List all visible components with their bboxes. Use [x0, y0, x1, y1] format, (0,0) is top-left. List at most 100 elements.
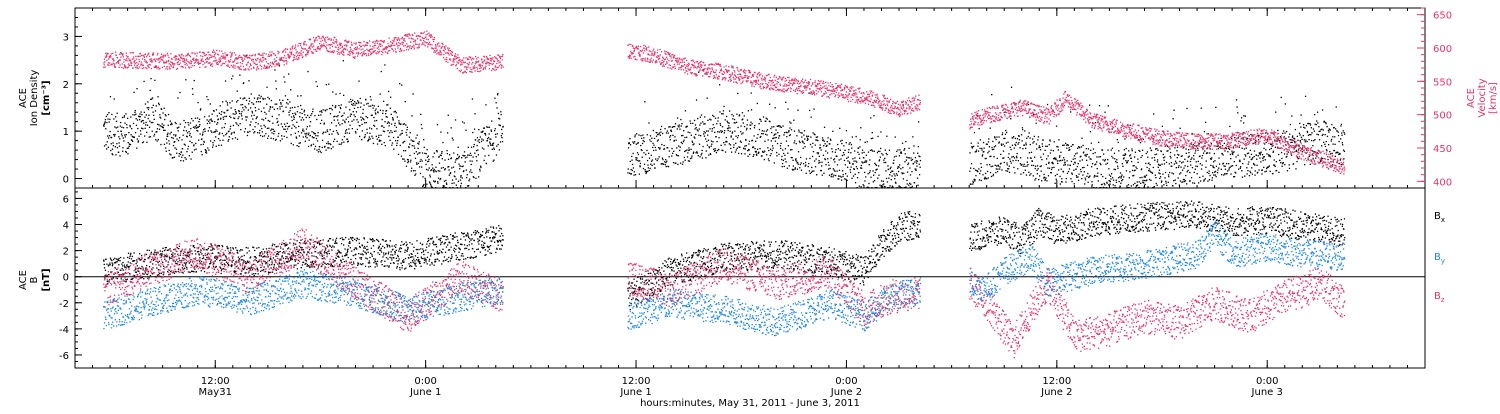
density-point — [424, 179, 427, 181]
density-point — [419, 172, 422, 175]
density-point — [122, 147, 124, 149]
density-point — [442, 166, 444, 169]
density-point — [1233, 161, 1235, 163]
density-point — [899, 152, 902, 154]
velocity-point — [226, 54, 228, 57]
density-point — [737, 92, 739, 95]
velocity-point — [302, 51, 304, 53]
density-point — [487, 126, 489, 128]
density-point — [1186, 171, 1188, 173]
density-point — [893, 159, 895, 161]
density-point — [1164, 171, 1167, 174]
velocity-point — [326, 36, 329, 38]
velocity-point — [359, 42, 361, 44]
density-point — [807, 165, 809, 168]
velocity-point — [161, 55, 163, 57]
velocity-point — [158, 57, 160, 60]
velocity-point — [129, 64, 131, 66]
density-point — [1256, 158, 1258, 160]
density-point — [150, 98, 152, 100]
density-point — [684, 150, 686, 153]
density-point — [324, 110, 327, 112]
density-point — [111, 148, 114, 150]
density-point — [1274, 165, 1276, 168]
velocity-point — [390, 45, 393, 47]
density-point — [771, 126, 773, 128]
velocity-point — [268, 66, 270, 68]
velocity-point — [171, 58, 173, 60]
velocity-point — [161, 66, 164, 69]
density-point — [676, 154, 678, 157]
density-point — [269, 106, 272, 108]
density-point — [1056, 173, 1058, 175]
velocity-point — [398, 38, 400, 40]
density-point — [168, 140, 170, 142]
density-point — [638, 173, 640, 175]
density-point — [1179, 180, 1182, 182]
density-point — [1049, 152, 1052, 154]
density-point — [1120, 177, 1122, 179]
density-point — [1250, 133, 1252, 136]
density-point — [659, 134, 661, 136]
velocity-point — [437, 45, 439, 47]
density-point — [239, 123, 241, 125]
density-point — [140, 133, 142, 135]
velocity-point — [317, 46, 320, 48]
velocity-point — [217, 63, 219, 65]
density-point — [1039, 149, 1042, 151]
density-point — [912, 136, 914, 138]
density-point — [887, 168, 890, 170]
velocity-point — [417, 43, 419, 45]
density-point — [240, 104, 242, 106]
density-point — [174, 141, 176, 143]
density-point — [135, 118, 137, 120]
density-point — [1241, 176, 1244, 178]
velocity-point — [145, 62, 147, 64]
density-point — [1209, 148, 1211, 150]
velocity-point — [274, 54, 277, 57]
density-point — [827, 137, 829, 139]
density-point — [1033, 114, 1035, 116]
density-point — [752, 155, 754, 157]
density-point — [743, 125, 746, 128]
density-point — [1070, 160, 1073, 163]
velocity-point — [428, 41, 431, 43]
density-point — [863, 157, 865, 159]
density-point — [1065, 177, 1067, 180]
density-point — [1221, 145, 1224, 147]
density-point — [403, 123, 405, 125]
density-point — [1129, 171, 1131, 173]
density-point — [223, 126, 225, 129]
density-point — [984, 157, 986, 160]
density-point — [136, 119, 139, 121]
density-point — [1225, 148, 1227, 150]
density-point — [1082, 174, 1084, 176]
density-point — [402, 141, 405, 143]
velocity-point — [206, 57, 209, 59]
density-point — [1180, 155, 1182, 158]
density-point — [706, 144, 709, 146]
density-point — [180, 151, 183, 153]
density-point — [106, 141, 108, 143]
density-point — [1151, 172, 1154, 174]
velocity-point — [400, 50, 403, 52]
density-point — [1225, 147, 1227, 149]
density-point — [120, 121, 122, 124]
density-point — [1255, 139, 1257, 142]
density-point — [1078, 173, 1080, 175]
velocity-point — [155, 60, 157, 63]
density-point — [1195, 150, 1197, 152]
density-point — [823, 145, 825, 147]
density-point — [404, 101, 406, 103]
velocity-point — [167, 60, 169, 63]
density-point — [1247, 163, 1249, 165]
velocity-point — [154, 60, 156, 62]
density-point — [293, 118, 295, 120]
density-point — [1248, 175, 1251, 177]
velocity-point — [403, 39, 405, 41]
velocity-point — [414, 41, 416, 43]
velocity-point — [226, 64, 228, 67]
density-point — [1027, 164, 1029, 166]
density-point — [279, 99, 281, 101]
velocity-point — [130, 64, 133, 66]
